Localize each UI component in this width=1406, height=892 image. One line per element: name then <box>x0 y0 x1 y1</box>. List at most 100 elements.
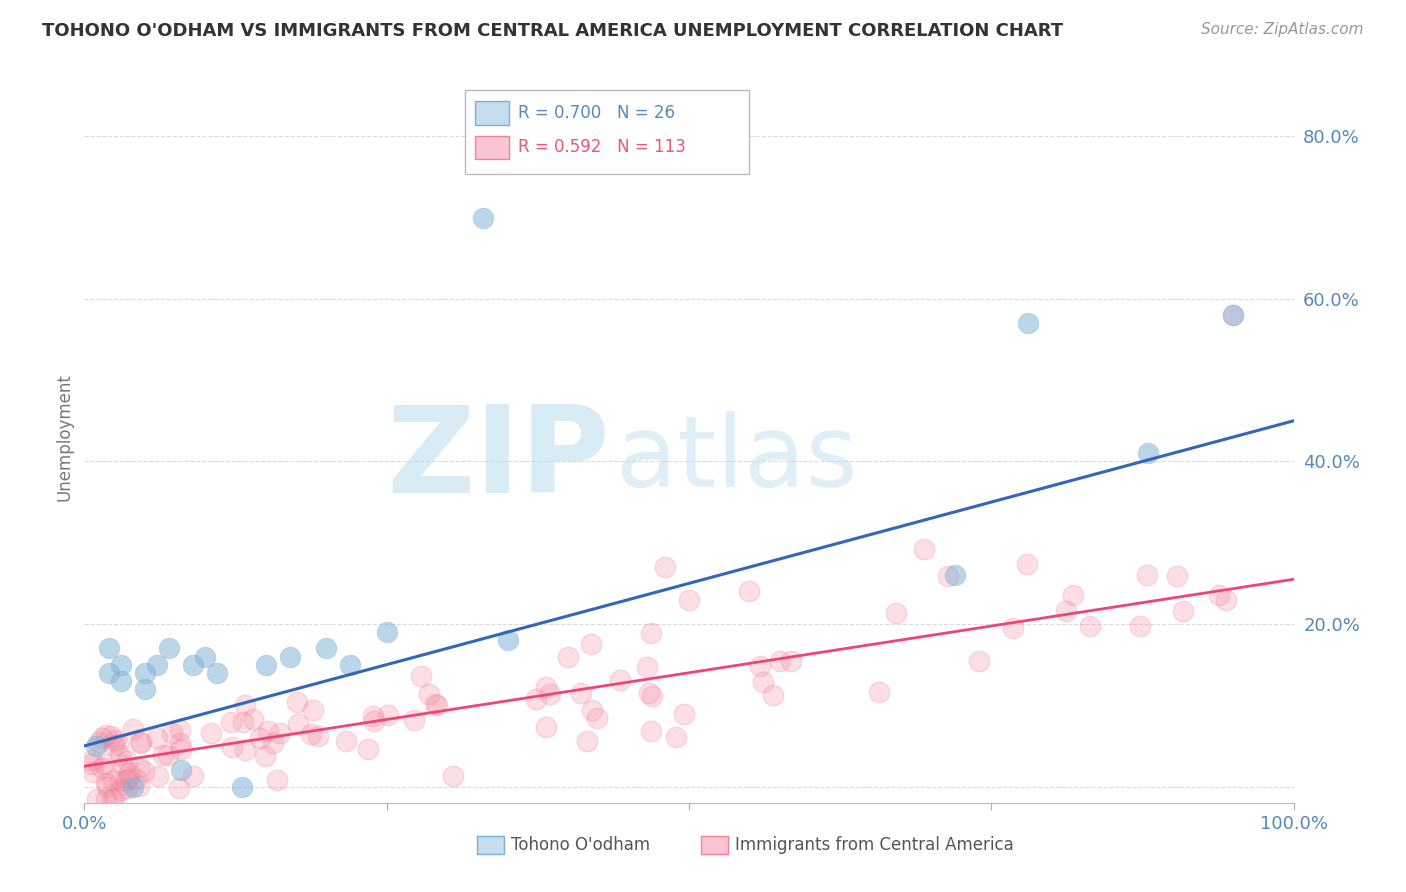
Point <box>640 724 662 739</box>
Point <box>969 654 991 668</box>
Point <box>114 772 136 787</box>
Point <box>134 681 156 696</box>
Point <box>82 765 104 780</box>
Point <box>1017 316 1039 330</box>
Point <box>118 766 141 780</box>
FancyBboxPatch shape <box>475 102 509 125</box>
Point <box>86 791 108 805</box>
Point <box>108 773 131 788</box>
FancyBboxPatch shape <box>475 136 509 159</box>
Point <box>884 606 907 620</box>
Point <box>377 707 399 722</box>
Point <box>146 769 169 783</box>
Point <box>242 712 264 726</box>
Text: R = 0.592   N = 113: R = 0.592 N = 113 <box>519 138 686 156</box>
Point <box>87 735 110 749</box>
Point <box>110 782 132 797</box>
Point <box>638 686 661 700</box>
Point <box>91 731 114 745</box>
Point <box>128 779 150 793</box>
Point <box>194 649 217 664</box>
Point <box>93 756 115 771</box>
Point <box>307 729 329 743</box>
Point <box>1054 604 1077 618</box>
Point <box>749 659 772 673</box>
Point <box>121 780 143 794</box>
Point <box>101 772 124 787</box>
Point <box>1136 568 1159 582</box>
Point <box>94 728 117 742</box>
Point <box>538 686 561 700</box>
Point <box>253 749 276 764</box>
Point <box>181 769 204 783</box>
Point <box>576 733 599 747</box>
Point <box>262 736 284 750</box>
Point <box>121 722 143 736</box>
Text: Source: ZipAtlas.com: Source: ZipAtlas.com <box>1201 22 1364 37</box>
Point <box>426 698 449 712</box>
Point <box>96 791 118 805</box>
Point <box>103 738 125 752</box>
Point <box>496 633 519 648</box>
Point <box>266 772 288 787</box>
Point <box>117 771 139 785</box>
Point <box>162 726 184 740</box>
Point <box>441 769 464 783</box>
Point <box>157 748 180 763</box>
Point <box>936 568 959 582</box>
Point <box>357 742 380 756</box>
Point <box>569 686 592 700</box>
Point <box>110 748 132 763</box>
Point <box>170 764 193 778</box>
Point <box>86 739 108 753</box>
Point <box>581 638 603 652</box>
Point <box>90 761 112 775</box>
Point <box>472 211 495 225</box>
Point <box>665 731 688 745</box>
Point <box>335 733 357 747</box>
Point <box>1166 568 1188 582</box>
Point <box>524 691 547 706</box>
Point <box>780 654 803 668</box>
Point <box>375 625 398 640</box>
Point <box>125 772 148 787</box>
Point <box>219 715 242 730</box>
Point <box>609 673 631 688</box>
Text: Immigrants from Central America: Immigrants from Central America <box>735 836 1014 855</box>
Point <box>1222 308 1244 322</box>
Point <box>418 687 440 701</box>
Y-axis label: Unemployment: Unemployment <box>55 373 73 501</box>
Point <box>233 742 256 756</box>
Point <box>104 732 127 747</box>
Point <box>167 780 190 795</box>
Point <box>678 592 700 607</box>
Point <box>80 756 103 771</box>
Point <box>636 660 658 674</box>
Point <box>134 665 156 680</box>
Point <box>128 735 150 749</box>
Point <box>169 723 191 738</box>
Point <box>673 706 696 721</box>
Point <box>361 709 384 723</box>
Point <box>115 755 138 769</box>
Text: ZIP: ZIP <box>387 401 610 517</box>
Point <box>1215 593 1237 607</box>
Text: TOHONO O'ODHAM VS IMMIGRANTS FROM CENTRAL AMERICA UNEMPLOYMENT CORRELATION CHART: TOHONO O'ODHAM VS IMMIGRANTS FROM CENTRA… <box>42 22 1063 40</box>
Point <box>100 729 122 743</box>
Point <box>111 757 134 772</box>
Point <box>254 657 277 672</box>
Point <box>1002 621 1025 635</box>
Point <box>232 715 254 730</box>
Point <box>762 688 785 702</box>
Point <box>738 584 761 599</box>
Point <box>169 736 191 750</box>
Point <box>557 649 579 664</box>
Point <box>233 698 256 713</box>
Point <box>132 764 155 779</box>
Point <box>404 713 426 727</box>
Point <box>181 657 204 672</box>
Point <box>131 735 153 749</box>
Point <box>654 560 676 574</box>
Point <box>363 714 385 728</box>
Point <box>221 740 243 755</box>
